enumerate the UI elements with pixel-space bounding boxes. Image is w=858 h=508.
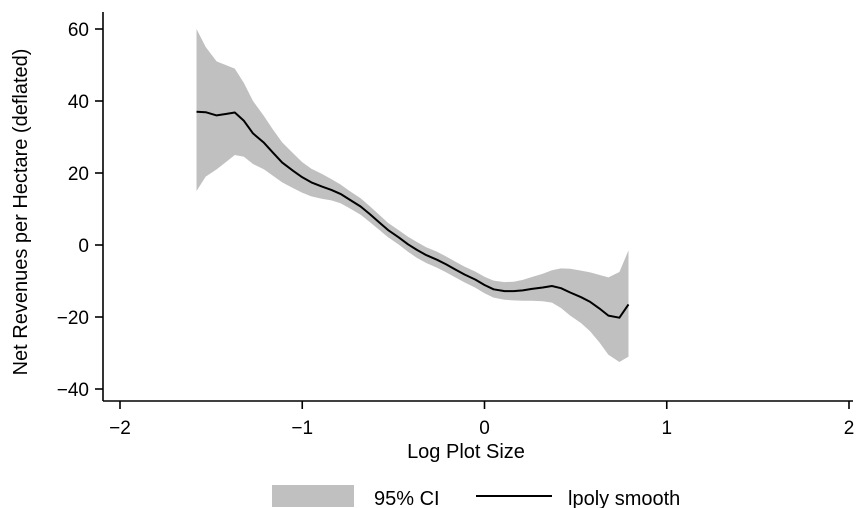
x-tick-label: −1: [291, 418, 313, 439]
y-tick-label: 20: [68, 164, 89, 185]
legend-band-label: 95% CI: [374, 488, 440, 508]
y-tick-label: −20: [57, 308, 89, 329]
legend: 95% CI lpoly smooth: [272, 485, 680, 508]
x-tick-label: −2: [109, 418, 131, 439]
y-tick-label: −40: [57, 380, 89, 401]
smooth-line-layer: [196, 110, 630, 319]
x-tick-label: 0: [479, 418, 490, 439]
axes: [102, 12, 853, 402]
legend-line-label: lpoly smooth: [568, 488, 680, 508]
x-tick-label: 1: [661, 418, 672, 439]
x-tick-label: 2: [844, 418, 855, 439]
y-tick-label: 60: [68, 20, 89, 41]
y-ticks: 60 40 20 0 −20 −40: [57, 20, 103, 401]
ci-band: [196, 29, 629, 362]
y-axis-title: Net Revenues per Hectare (deflated): [10, 49, 32, 376]
legend-band-swatch: [272, 485, 354, 507]
x-axis-title: Log Plot Size: [407, 441, 525, 463]
x-ticks: −2 −1 0 1 2: [109, 401, 854, 439]
y-tick-label: 40: [68, 92, 89, 113]
series-line-lpoly-smooth: [196, 110, 630, 319]
confidence-band-layer: [196, 29, 629, 362]
y-tick-label: 0: [78, 236, 89, 257]
